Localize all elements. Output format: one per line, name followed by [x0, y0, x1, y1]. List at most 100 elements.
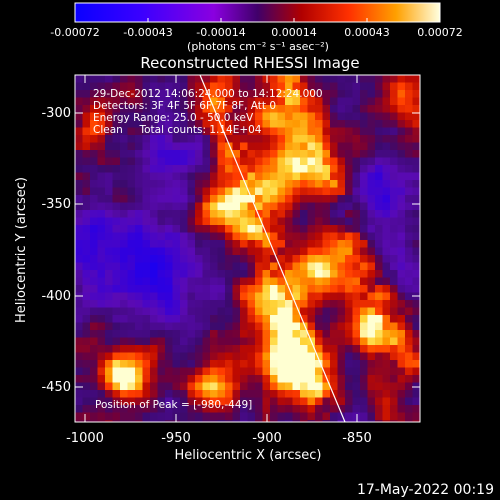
image-pixel	[285, 262, 293, 271]
image-pixel	[112, 247, 121, 256]
image-pixel	[127, 352, 136, 361]
image-pixel	[232, 90, 241, 98]
image-pixel	[112, 112, 121, 121]
image-pixel	[165, 352, 173, 361]
image-pixel	[195, 412, 203, 421]
image-pixel	[75, 405, 83, 413]
image-pixel	[97, 390, 106, 398]
image-pixel	[390, 367, 398, 376]
image-pixel	[225, 217, 233, 226]
image-pixel	[337, 397, 346, 406]
image-pixel	[405, 142, 413, 151]
image-pixel	[112, 120, 121, 128]
image-pixel	[97, 292, 106, 301]
image-pixel	[105, 240, 113, 248]
image-pixel	[232, 247, 241, 256]
image-pixel	[330, 277, 338, 286]
image-pixel	[300, 157, 308, 166]
image-pixel	[322, 165, 331, 173]
image-pixel	[232, 255, 241, 263]
image-pixel	[97, 330, 106, 338]
image-pixel	[397, 270, 406, 278]
image-pixel	[75, 135, 83, 143]
image-pixel	[225, 382, 233, 391]
image-pixel	[247, 292, 256, 301]
image-pixel	[262, 337, 271, 346]
image-pixel	[210, 322, 218, 331]
image-pixel	[277, 375, 286, 383]
image-pixel	[232, 225, 241, 233]
image-pixel	[277, 352, 286, 361]
image-pixel	[112, 315, 121, 323]
image-pixel	[307, 135, 316, 143]
image-pixel	[150, 90, 158, 98]
image-pixel	[82, 345, 91, 353]
image-pixel	[360, 105, 368, 113]
image-pixel	[285, 157, 293, 166]
image-pixel	[112, 397, 121, 406]
image-pixel	[382, 397, 391, 406]
image-pixel	[157, 412, 166, 421]
image-pixel	[337, 307, 346, 316]
image-pixel	[90, 315, 98, 323]
image-pixel	[195, 390, 203, 398]
image-pixel	[172, 277, 181, 286]
image-pixel	[135, 165, 143, 173]
image-pixel	[217, 292, 226, 301]
image-pixel	[322, 97, 331, 106]
image-pixel	[322, 150, 331, 158]
image-pixel	[172, 232, 181, 241]
image-pixel	[330, 322, 338, 331]
image-pixel	[345, 165, 353, 173]
image-pixel	[345, 285, 353, 293]
image-pixel	[322, 172, 331, 181]
image-pixel	[367, 315, 376, 323]
image-pixel	[307, 202, 316, 211]
image-pixel	[202, 345, 211, 353]
image-pixel	[120, 390, 128, 398]
image-pixel	[337, 255, 346, 263]
image-pixel	[120, 360, 128, 368]
image-pixel	[307, 390, 316, 398]
image-pixel	[112, 412, 121, 421]
image-pixel	[307, 375, 316, 383]
image-pixel	[270, 195, 278, 203]
image-pixel	[210, 225, 218, 233]
image-pixel	[142, 240, 151, 248]
image-pixel	[255, 180, 263, 188]
image-pixel	[180, 142, 188, 151]
image-pixel	[247, 150, 256, 158]
image-pixel	[367, 172, 376, 181]
image-pixel	[232, 397, 241, 406]
image-pixel	[307, 285, 316, 293]
image-pixel	[292, 97, 301, 106]
image-pixel	[360, 202, 368, 211]
image-pixel	[135, 405, 143, 413]
image-pixel	[135, 420, 143, 422]
image-pixel	[202, 300, 211, 308]
image-pixel	[232, 412, 241, 421]
image-pixel	[150, 270, 158, 278]
image-pixel	[150, 240, 158, 248]
image-pixel	[322, 330, 331, 338]
image-pixel	[187, 135, 196, 143]
image-pixel	[195, 157, 203, 166]
image-pixel	[247, 210, 256, 218]
image-pixel	[82, 240, 91, 248]
image-pixel	[172, 195, 181, 203]
image-pixel	[360, 210, 368, 218]
image-pixel	[127, 217, 136, 226]
image-pixel	[127, 225, 136, 233]
image-pixel	[187, 187, 196, 196]
image-pixel	[405, 112, 413, 121]
image-pixel	[210, 315, 218, 323]
image-pixel	[97, 247, 106, 256]
image-pixel	[375, 255, 383, 263]
image-pixel	[150, 277, 158, 286]
image-pixel	[157, 82, 166, 91]
image-pixel	[142, 397, 151, 406]
image-pixel	[112, 285, 121, 293]
image-pixel	[195, 180, 203, 188]
image-pixel	[277, 285, 286, 293]
image-pixel	[195, 195, 203, 203]
